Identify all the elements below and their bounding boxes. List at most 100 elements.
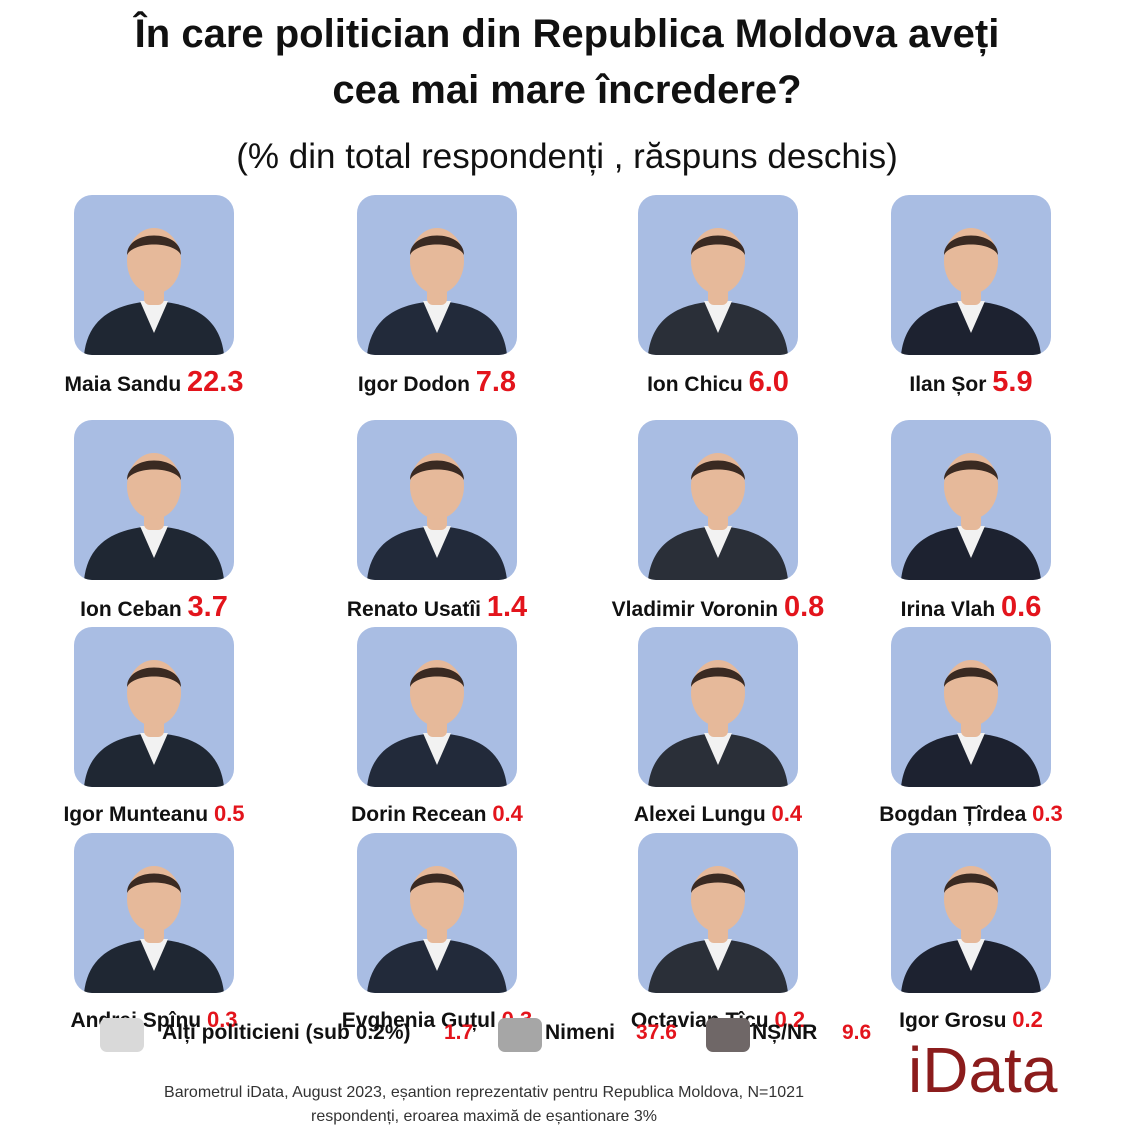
trust-value: 0.2 <box>1012 1007 1043 1032</box>
footnote-line-1: Barometrul iData, August 2023, eșantion … <box>164 1084 804 1101</box>
portrait-photo <box>357 420 517 580</box>
politician-label: Maia Sandu 22.3 <box>19 365 289 402</box>
portrait-silhouette-icon <box>901 453 1041 580</box>
trust-value: 1.4 <box>486 591 528 623</box>
portrait-silhouette-icon <box>367 228 507 355</box>
politician-card-igor-dodon: Igor Dodon 7.8 <box>312 195 562 420</box>
politician-card-bogdan-tirdea: Bogdan Țîrdea 0.3 <box>846 627 1096 852</box>
portrait-silhouette-icon <box>901 866 1041 993</box>
portrait-silhouette-icon <box>367 866 507 993</box>
legend-value-others: 1.7 <box>444 1021 474 1044</box>
politician-card-vladimir-voronin: Vladimir Voronin 0.8 <box>593 420 843 645</box>
politician-name: Vladimir Voronin <box>611 598 779 621</box>
politician-label: Igor Munteanu 0.5 <box>19 797 289 832</box>
politician-card-igor-munteanu: Igor Munteanu 0.5 <box>29 627 279 852</box>
politician-card-ion-chicu: Ion Chicu 6.0 <box>593 195 843 420</box>
politician-label: Dorin Recean 0.4 <box>302 797 572 832</box>
footnote: Barometrul iData, August 2023, eșantion … <box>80 1081 888 1129</box>
politician-card-renato-usatii: Renato Usatîi 1.4 <box>312 420 562 645</box>
trust-value: 3.7 <box>187 591 228 623</box>
politician-label: Igor Grosu 0.2 <box>836 1003 1106 1038</box>
politician-name: Bogdan Țîrdea <box>879 803 1027 826</box>
portrait-photo <box>357 833 517 993</box>
portrait-silhouette-icon <box>648 866 788 993</box>
politician-card-dorin-recean: Dorin Recean 0.4 <box>312 627 562 852</box>
politician-label: Alexei Lungu 0.4 <box>583 797 853 832</box>
politician-name: Irina Vlah <box>900 598 996 621</box>
portrait-photo <box>74 420 234 580</box>
portrait-silhouette-icon <box>84 866 224 993</box>
trust-value: 5.9 <box>992 366 1033 398</box>
portrait-photo <box>74 195 234 355</box>
politician-label: Vladimir Voronin 0.8 <box>583 590 853 627</box>
trust-value: 22.3 <box>187 366 244 398</box>
portrait-silhouette-icon <box>648 228 788 355</box>
footnote-line-2: respondenți, eroarea maximă de eșantiona… <box>311 1108 657 1125</box>
politician-label: Ion Chicu 6.0 <box>583 365 853 402</box>
trust-value: 0.4 <box>492 801 523 826</box>
chart-subtitle: (% din total respondenți , răspuns desch… <box>236 137 898 176</box>
portrait-photo <box>357 627 517 787</box>
politician-label: Irina Vlah 0.6 <box>836 590 1106 627</box>
portrait-silhouette-icon <box>901 660 1041 787</box>
politician-name: Igor Grosu <box>899 1009 1007 1032</box>
title-line-1: În care politician din Republica Moldova… <box>134 12 1000 56</box>
portrait-silhouette-icon <box>901 228 1041 355</box>
trust-value: 0.3 <box>206 1007 238 1032</box>
legend-label-others: Alți politicieni (sub 0.2%) <box>162 1021 411 1044</box>
politician-card-octavian-ticu: Octavian Țîcu 0.2 <box>593 833 843 1058</box>
chart-title: În care politician din Republica Moldova… <box>0 6 1134 118</box>
portrait-silhouette-icon <box>84 453 224 580</box>
politician-label: Ilan Șor 5.9 <box>836 365 1106 402</box>
trust-value: 0.4 <box>771 801 803 826</box>
politician-name: Ilan Șor <box>909 373 987 396</box>
legend-value-nsnr: 9.6 <box>842 1021 872 1044</box>
politician-name: Renato Usatîi <box>346 598 482 621</box>
portrait-silhouette-icon <box>648 660 788 787</box>
portrait-silhouette-icon <box>367 660 507 787</box>
portrait-photo <box>74 833 234 993</box>
portrait-photo <box>891 195 1051 355</box>
portrait-silhouette-icon <box>367 453 507 580</box>
trust-value: 0.5 <box>213 801 245 826</box>
politician-name: Maia Sandu <box>64 373 182 396</box>
politician-card-evghenia-gutul: Evghenia Guțul 0.3 <box>312 833 562 1058</box>
portrait-photo <box>891 833 1051 993</box>
politician-card-ilan-sor: Ilan Șor 5.9 <box>846 195 1096 420</box>
legend-swatch-nsnr <box>706 1018 750 1052</box>
legend-value-nimeni: 37.6 <box>636 1021 677 1044</box>
trust-value: 0.8 <box>783 591 825 623</box>
politician-card-andrei-spinu: Andrei Spînu 0.3 <box>29 833 279 1058</box>
trust-value: 0.3 <box>1032 801 1063 826</box>
trust-value: 0.6 <box>1001 591 1042 623</box>
portrait-photo <box>74 627 234 787</box>
portrait-silhouette-icon <box>84 228 224 355</box>
legend-label-nsnr: NȘ/NR <box>752 1021 818 1044</box>
portrait-photo <box>638 420 798 580</box>
politician-name: Ion Ceban <box>80 598 182 621</box>
idata-logo: iData <box>908 1034 1058 1106</box>
politician-label: Igor Dodon 7.8 <box>302 365 572 402</box>
portrait-photo <box>638 195 798 355</box>
trust-value: 0.2 <box>774 1007 806 1032</box>
politician-card-ion-ceban: Ion Ceban 3.7 <box>29 420 279 645</box>
politician-card-igor-grosu: Igor Grosu 0.2 <box>846 833 1096 1058</box>
politician-card-irina-vlah: Irina Vlah 0.6 <box>846 420 1096 645</box>
politician-name: Dorin Recean <box>351 803 487 826</box>
politician-name: Ion Chicu <box>647 373 743 396</box>
trust-value: 7.8 <box>475 366 517 398</box>
politician-label: Bogdan Țîrdea 0.3 <box>836 797 1106 832</box>
politician-label: Renato Usatîi 1.4 <box>302 590 572 627</box>
politician-label: Ion Ceban 3.7 <box>19 590 289 627</box>
portrait-photo <box>638 627 798 787</box>
politician-name: Evghenia Guțul <box>341 1009 496 1032</box>
politician-card-maia-sandu: Maia Sandu 22.3 <box>29 195 279 420</box>
politician-name: Alexei Lungu <box>633 803 766 826</box>
portrait-photo <box>891 627 1051 787</box>
politician-name: Igor Dodon <box>357 373 470 396</box>
portrait-silhouette-icon <box>648 453 788 580</box>
portrait-silhouette-icon <box>84 660 224 787</box>
legend-swatch-nimeni <box>498 1018 542 1052</box>
title-line-2: cea mai mare încredere? <box>332 68 802 112</box>
portrait-photo <box>891 420 1051 580</box>
